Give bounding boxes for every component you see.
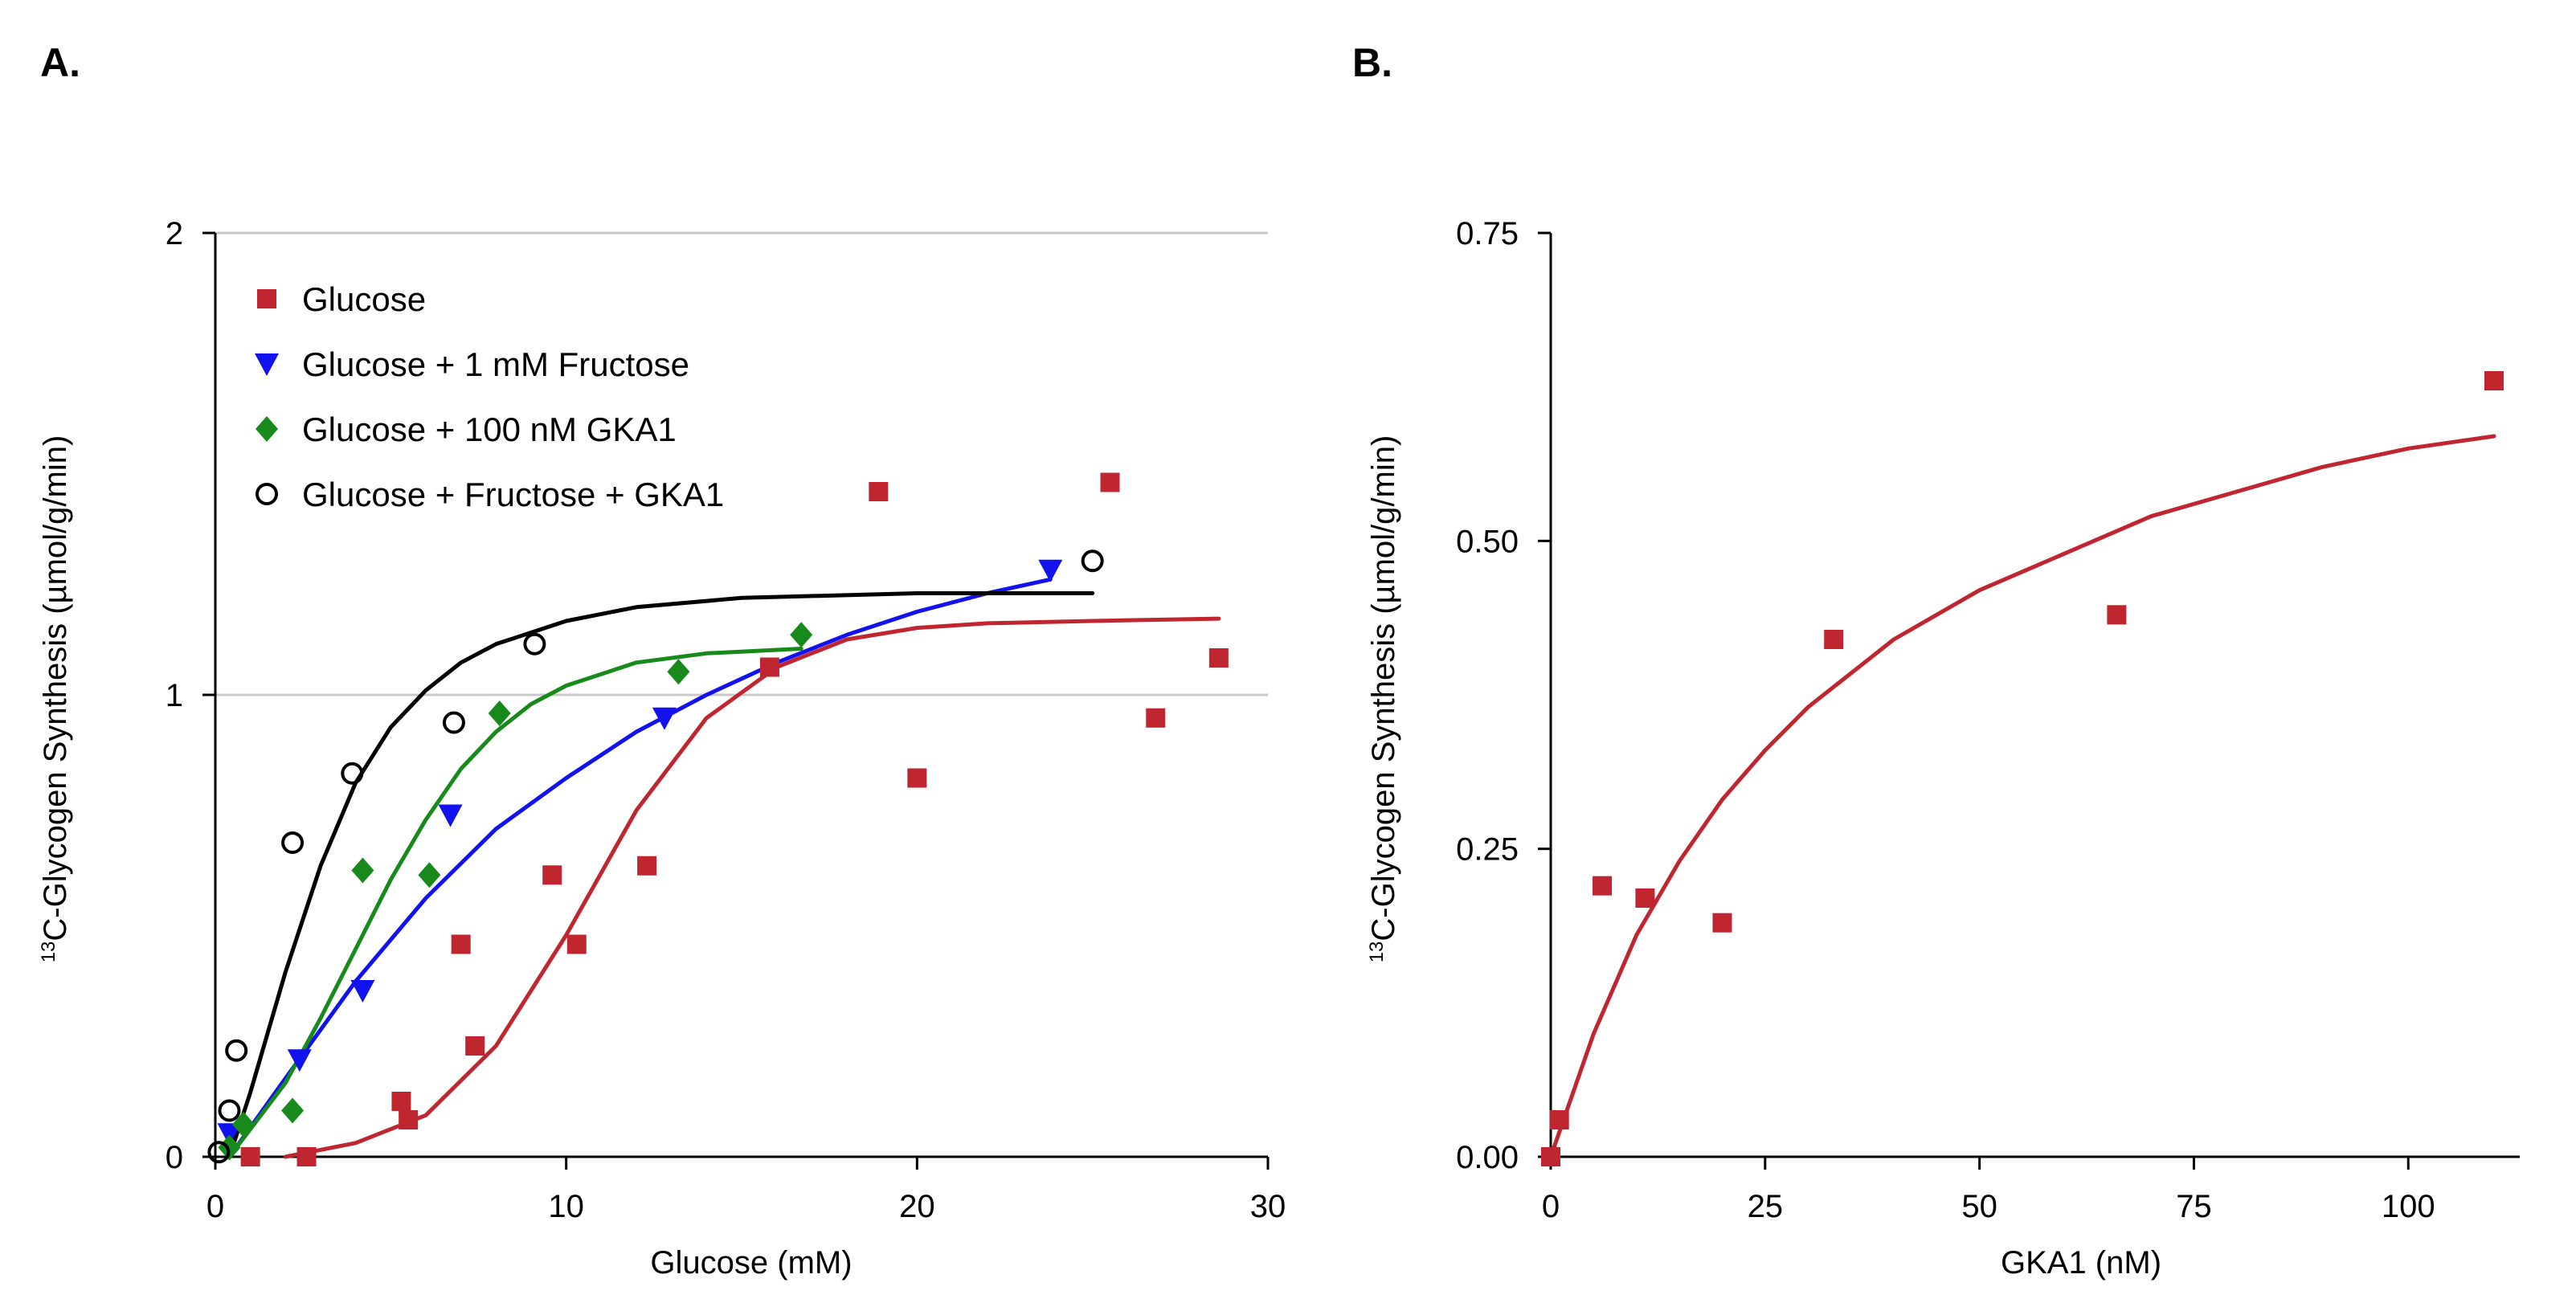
x-tick-label: 10 <box>548 1189 584 1224</box>
y-tick-label: 0.50 <box>1456 524 1519 559</box>
panel-b-y-axis-superscript: 13 <box>1366 941 1388 963</box>
data-point-s3-p1 <box>218 1099 241 1122</box>
panel-b-label: B. <box>1352 40 1392 85</box>
fit-curve-3 <box>227 591 1095 1159</box>
data-point-s1-p1 <box>287 1049 312 1072</box>
panel-b-x-axis-title: GKA1 (nM) <box>2001 1245 2161 1280</box>
x-tick-label: 100 <box>2382 1189 2435 1224</box>
panel-a-fit-curves <box>227 577 1221 1159</box>
data-point-s3-p0 <box>207 1141 231 1164</box>
data-point-s0-p5 <box>465 1036 485 1056</box>
data-point-s3-p4 <box>341 762 364 785</box>
data-point-s0-p4 <box>451 934 471 954</box>
x-tick-label: 75 <box>2176 1189 2212 1224</box>
legend-marker-0 <box>257 289 276 308</box>
data-point-s2-p2 <box>281 1097 305 1124</box>
data-point-s0-p3 <box>399 1110 419 1129</box>
data-point-s0-p11 <box>907 768 927 788</box>
panel-a-y-axis-title: 13C-Glycogen Synthesis (µmol/g/min) <box>38 435 73 963</box>
data-point-s0-p14 <box>1208 648 1229 668</box>
panel-a-data-points <box>207 472 1229 1166</box>
legend-label-2: Glucose + 100 nM GKA1 <box>302 410 677 448</box>
x-tick-label: 0 <box>206 1189 224 1224</box>
data-point-s0-p6 <box>2107 605 2127 625</box>
x-tick-label: 20 <box>899 1189 935 1224</box>
data-point-s2-p3 <box>351 857 374 884</box>
data-point-s0-p5 <box>1824 630 1844 649</box>
data-point-s0-p2 <box>391 1092 411 1111</box>
data-point-s0-p9 <box>759 657 779 677</box>
data-point-s0-p13 <box>1146 708 1166 728</box>
data-point-s0-p7 <box>566 934 587 954</box>
legend-marker-3 <box>256 483 278 505</box>
panel-a-ticks: 0 10 20 30 0 1 2 <box>166 216 1286 1224</box>
data-point-s2-p4 <box>418 862 441 888</box>
x-tick-label: 30 <box>1250 1189 1286 1224</box>
panel-b-ticks: 0 25 50 75 100 0.00 0.25 0.50 0.75 <box>1456 216 2435 1224</box>
data-point-s3-p7 <box>1081 549 1104 573</box>
data-point-s1-p3 <box>438 804 463 827</box>
fit-curve-0 <box>1548 434 2496 1159</box>
y-tick-label: 0 <box>166 1140 183 1175</box>
data-point-s2-p6 <box>667 659 690 685</box>
y-tick-label: 1 <box>166 678 183 713</box>
data-point-s3-p6 <box>523 632 546 656</box>
x-tick-label: 0 <box>1542 1189 1560 1224</box>
data-point-s0-p1 <box>1549 1110 1569 1129</box>
legend-label-3: Glucose + Fructose + GKA1 <box>302 476 724 513</box>
panel-a-y-axis-text: C-Glycogen Synthesis (µmol/g/min) <box>38 435 73 941</box>
data-point-s0-p4 <box>1712 913 1732 933</box>
panel-a-y-axis-superscript: 13 <box>38 941 59 963</box>
data-point-s0-p3 <box>1635 888 1655 908</box>
x-tick-label: 25 <box>1748 1189 1784 1224</box>
chart-panel-a: A. 0 10 20 30 0 1 2 Glucose (mM) 13C-Glycogen … <box>38 40 1286 1280</box>
data-point-s0-p6 <box>542 865 562 885</box>
y-tick-label: 2 <box>166 216 183 251</box>
data-point-s3-p2 <box>225 1039 248 1062</box>
data-point-s0-p8 <box>637 856 657 876</box>
panel-b-axes <box>1549 233 2520 1158</box>
y-tick-label: 0.25 <box>1456 832 1519 868</box>
panel-b-y-axis-title: 13C-Glycogen Synthesis (µmol/g/min) <box>1366 435 1401 963</box>
data-point-s0-p0 <box>240 1147 260 1166</box>
data-point-s1-p4 <box>652 707 677 730</box>
y-tick-label: 0.75 <box>1456 216 1519 251</box>
data-point-s3-p5 <box>442 711 465 734</box>
legend-marker-2 <box>256 416 278 442</box>
data-point-s0-p10 <box>869 482 889 501</box>
x-tick-label: 50 <box>1961 1189 1997 1224</box>
panel-a-label: A. <box>40 40 80 85</box>
data-point-s1-p0 <box>217 1123 242 1146</box>
panel-b-fit-curves <box>1548 434 2496 1159</box>
data-point-s0-p12 <box>1100 472 1120 492</box>
data-point-s2-p5 <box>488 700 511 726</box>
legend-marker-1 <box>255 353 279 376</box>
data-point-s0-p1 <box>296 1147 317 1166</box>
data-point-s0-p2 <box>1593 876 1613 896</box>
legend-label-0: Glucose <box>302 280 426 318</box>
legend-label-1: Glucose + 1 mM Fructose <box>302 345 689 383</box>
fit-curve-0 <box>283 616 1221 1159</box>
data-point-s3-p3 <box>281 831 305 854</box>
fit-curve-2 <box>227 647 803 1159</box>
panel-b-y-axis-text: C-Glycogen Synthesis (µmol/g/min) <box>1366 435 1401 941</box>
data-point-s0-p0 <box>1541 1147 1560 1166</box>
y-tick-label: 0.00 <box>1456 1140 1519 1175</box>
panel-a-x-axis-title: Glucose (mM) <box>650 1245 852 1280</box>
panel-a-legend: Glucose Glucose + 1 mM Fructose Glucose + … <box>255 280 724 513</box>
data-point-s1-p5 <box>1038 559 1063 582</box>
data-point-s0-p7 <box>2484 371 2504 390</box>
panel-b-data-points <box>1541 371 2504 1166</box>
data-point-s2-p7 <box>790 622 813 648</box>
data-point-s1-p2 <box>350 980 375 1003</box>
data-point-s2-p0 <box>218 1134 241 1161</box>
